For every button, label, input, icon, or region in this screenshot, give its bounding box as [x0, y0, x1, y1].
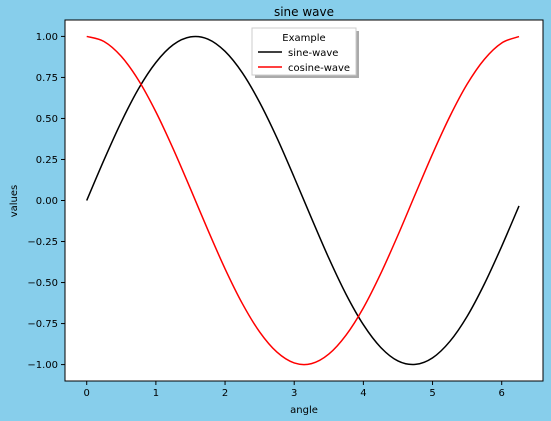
y-tick-label: 0.50 [36, 114, 58, 125]
y-tick-label: −0.50 [27, 278, 58, 289]
y-tick-label: 0.75 [36, 73, 58, 84]
legend-title: Example [282, 33, 325, 44]
y-tick-label: 0.25 [36, 155, 58, 166]
x-tick-label: 4 [360, 388, 366, 399]
x-tick-label: 1 [153, 388, 159, 399]
ticks-layer: 0 1 2 3 4 5 6 1.00 0.75 0.50 0.25 0.00 −0.25 −0.50 −0.… [27, 32, 505, 399]
legend-label-cosine: cosine-wave [288, 63, 350, 74]
chart-title: sine wave [274, 5, 334, 19]
x-tick-label: 6 [499, 388, 505, 399]
plot-frame [64, 19, 544, 382]
legend: Example sine-wave cosine-wave [251, 27, 359, 78]
x-axis-label: angle [290, 405, 318, 416]
legend-label-sine: sine-wave [288, 48, 338, 59]
x-tick-label: 0 [84, 388, 90, 399]
series-line-sine-wave [86, 35, 520, 366]
y-tick-label: 1.00 [36, 32, 58, 43]
series-layer [86, 35, 520, 366]
y-tick-label: 0.00 [36, 196, 58, 207]
x-tick-label: 2 [222, 388, 228, 399]
series-line-cosine-wave [86, 35, 520, 366]
y-tick-label: −0.25 [27, 237, 58, 248]
y-tick-label: −0.75 [27, 319, 58, 330]
y-tick-label: −1.00 [27, 360, 58, 371]
y-axis-label: values [9, 185, 20, 218]
x-tick-label: 3 [291, 388, 297, 399]
x-tick-label: 5 [429, 388, 435, 399]
